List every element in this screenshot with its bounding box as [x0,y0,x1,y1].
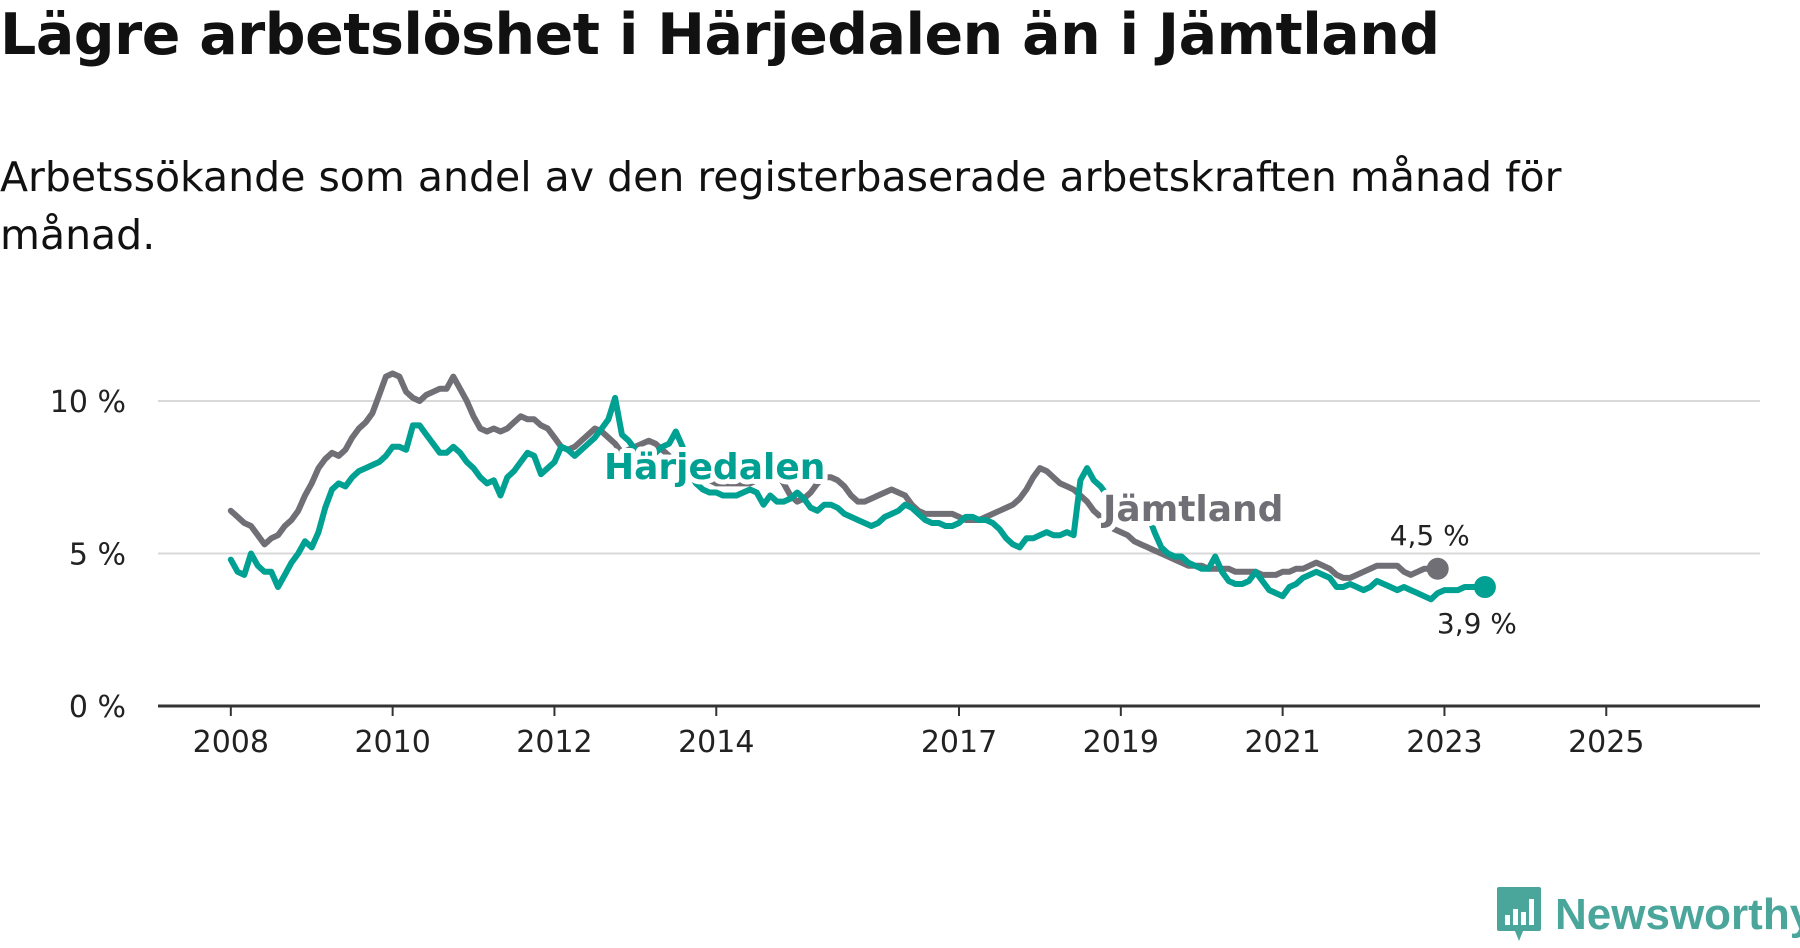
series-labels: Härjedalen Jämtland [599,442,1288,535]
series-label-harjedalen: Härjedalen [604,447,825,488]
y-tick-label: 0 % [69,690,126,725]
x-axis-ticks: 2008 2010 2012 2014 2017 2019 2021 2023 2025 [193,706,1644,760]
x-tick-label: 2008 [193,725,269,760]
x-tick-label: 2023 [1406,725,1482,760]
chart-subtitle: Arbetssökande som andel av den registerb… [0,153,1562,259]
newsworthy-logo: Newsworthy [1495,885,1800,945]
end-label-harjedalen: 3,9 % [1437,607,1517,640]
series-line-harjedalen [227,394,1488,603]
x-tick-label: 2010 [354,725,430,760]
y-axis-ticks: 0 % 5 % 10 % [50,385,126,725]
end-point-jamtland [1426,557,1449,580]
x-tick-label: 2019 [1083,725,1159,760]
y-tick-label: 5 % [69,538,126,573]
x-tick-label: 2025 [1568,725,1644,760]
series-label-jamtland: Jämtland [1100,489,1283,530]
end-label-jamtland: 4,5 % [1390,519,1470,552]
x-tick-label: 2017 [921,725,997,760]
x-tick-label: 2012 [516,725,592,760]
gridlines [158,400,1760,555]
end-markers: 4,5 % 3,9 % [1386,515,1521,644]
x-tick-label: 2014 [678,725,754,760]
newsworthy-logo-icon [1497,887,1541,941]
series-lines [227,370,1488,603]
end-point-harjedalen [1473,576,1496,599]
series-line-jamtland [227,370,1441,581]
newsworthy-logo-text: Newsworthy [1555,890,1800,939]
y-tick-label: 10 % [50,385,126,420]
chart-title: Lägre arbetslöshet i Härjedalen än i Jäm… [0,2,1440,68]
x-tick-label: 2021 [1244,725,1320,760]
